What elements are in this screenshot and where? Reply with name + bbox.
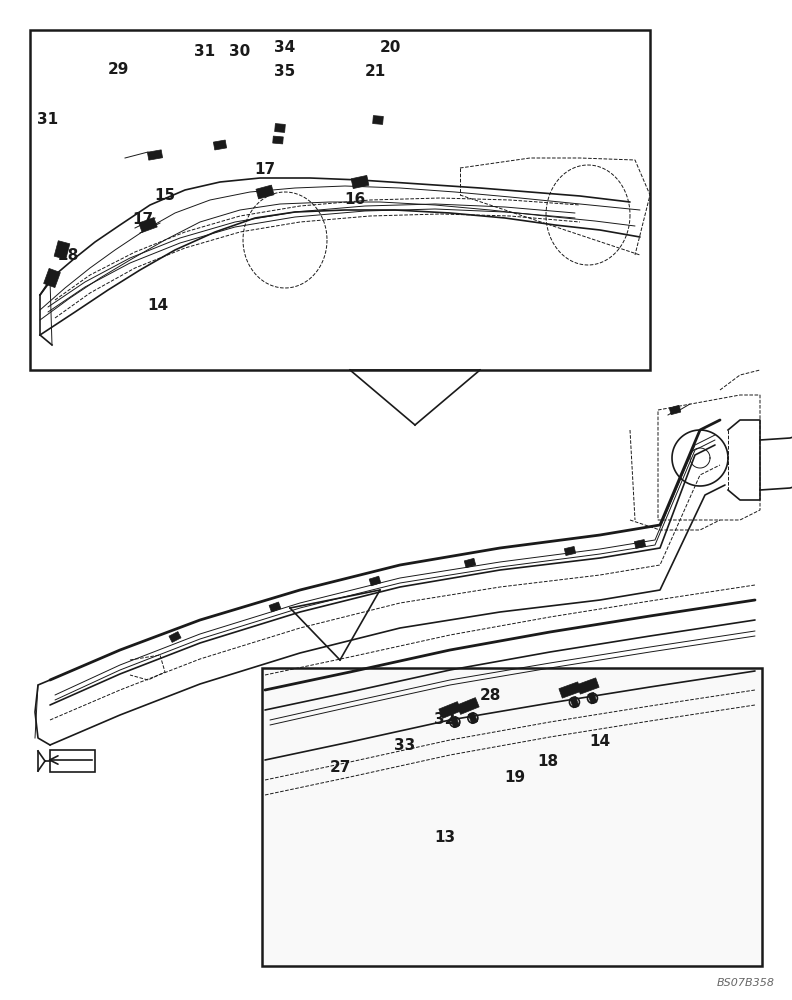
Polygon shape <box>351 175 369 189</box>
Polygon shape <box>464 558 476 568</box>
Polygon shape <box>669 405 681 415</box>
Text: 13: 13 <box>435 830 455 846</box>
Text: 14: 14 <box>589 734 611 750</box>
Polygon shape <box>44 268 60 288</box>
Polygon shape <box>565 546 576 556</box>
Polygon shape <box>457 698 479 714</box>
Text: 17: 17 <box>254 162 276 178</box>
Polygon shape <box>559 682 581 698</box>
Text: 17: 17 <box>132 213 154 228</box>
Polygon shape <box>256 185 274 199</box>
Text: 35: 35 <box>274 64 295 80</box>
Text: 28: 28 <box>57 247 78 262</box>
Polygon shape <box>275 124 285 132</box>
Polygon shape <box>139 218 158 232</box>
Polygon shape <box>468 712 478 724</box>
Text: 27: 27 <box>329 760 351 776</box>
Text: BS07B358: BS07B358 <box>717 978 775 988</box>
Text: 30: 30 <box>230 44 250 60</box>
Text: 16: 16 <box>345 192 366 208</box>
Polygon shape <box>577 678 599 694</box>
Text: 32: 32 <box>434 712 455 728</box>
Text: 31: 31 <box>195 44 215 60</box>
Polygon shape <box>570 696 579 708</box>
Polygon shape <box>588 692 597 704</box>
Text: 19: 19 <box>505 770 526 786</box>
Polygon shape <box>169 632 181 642</box>
Text: 31: 31 <box>37 112 59 127</box>
Text: 15: 15 <box>154 188 176 202</box>
Polygon shape <box>272 136 284 144</box>
Polygon shape <box>439 702 461 718</box>
Polygon shape <box>147 150 162 160</box>
Polygon shape <box>450 716 459 728</box>
Polygon shape <box>269 602 281 612</box>
Text: 29: 29 <box>107 62 128 78</box>
Text: 28: 28 <box>479 688 501 702</box>
Text: 18: 18 <box>538 754 558 770</box>
Text: 20: 20 <box>379 40 401 55</box>
Polygon shape <box>634 540 645 548</box>
Text: 21: 21 <box>364 64 386 80</box>
Text: 33: 33 <box>394 738 416 752</box>
Polygon shape <box>213 140 227 150</box>
Polygon shape <box>54 241 70 259</box>
Text: 14: 14 <box>147 298 169 312</box>
Polygon shape <box>373 116 383 124</box>
Text: 34: 34 <box>274 40 295 55</box>
Polygon shape <box>262 668 762 966</box>
Polygon shape <box>369 576 381 586</box>
